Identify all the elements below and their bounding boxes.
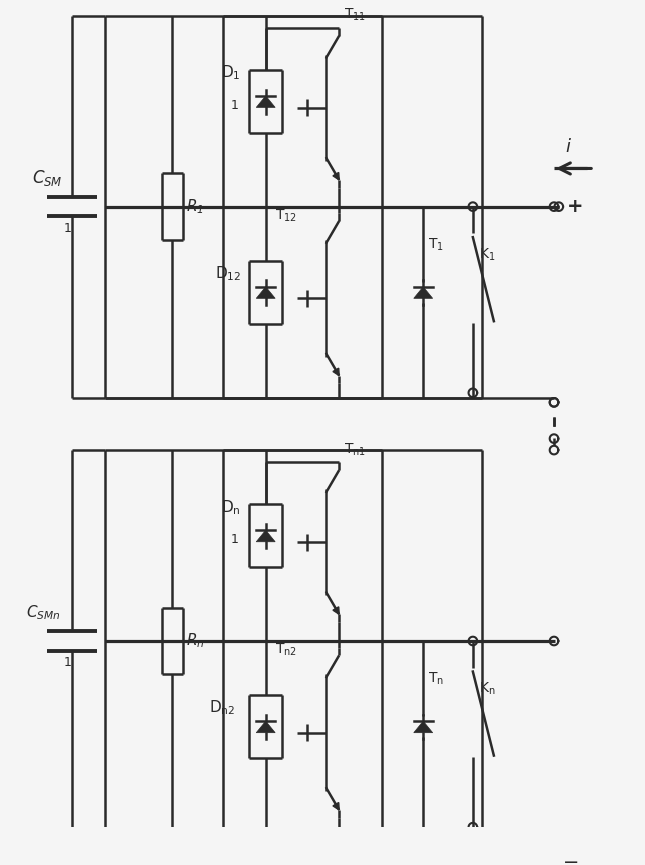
Text: $\mathregular{T}_\mathregular{n}$: $\mathregular{T}_\mathregular{n}$: [428, 671, 444, 688]
Polygon shape: [333, 368, 339, 375]
Text: $\mathregular{T}_1$: $\mathregular{T}_1$: [428, 237, 444, 253]
Polygon shape: [256, 96, 275, 107]
Polygon shape: [333, 803, 339, 810]
Text: $i$: $i$: [565, 138, 571, 157]
Text: $\mathregular{T}_\mathregular{n2}$: $\mathregular{T}_\mathregular{n2}$: [275, 642, 297, 658]
Text: 1: 1: [63, 222, 71, 235]
Polygon shape: [413, 287, 433, 298]
Polygon shape: [256, 530, 275, 541]
Text: $\mathregular{D}_1$: $\mathregular{D}_1$: [221, 64, 241, 82]
Text: $-$: $-$: [562, 851, 578, 865]
Text: $R_\mathregular{n}$: $R_\mathregular{n}$: [186, 631, 205, 650]
Polygon shape: [413, 721, 433, 733]
Text: $C_\mathregular{SM}$: $C_\mathregular{SM}$: [32, 168, 63, 188]
Text: $\mathregular{D}_{12}$: $\mathregular{D}_{12}$: [215, 264, 241, 283]
Text: +: +: [566, 197, 583, 216]
Polygon shape: [333, 172, 339, 180]
Text: $C_\mathregular{SMn}$: $C_\mathregular{SMn}$: [26, 603, 61, 622]
Text: $\mathregular{T}_{12}$: $\mathregular{T}_{12}$: [275, 208, 297, 224]
Text: 1: 1: [63, 657, 71, 670]
Text: $\mathregular{D}_\mathregular{n}$: $\mathregular{D}_\mathregular{n}$: [221, 498, 241, 516]
Text: 1: 1: [230, 534, 238, 547]
Text: $\mathregular{T}_{11}$: $\mathregular{T}_{11}$: [344, 7, 366, 23]
Text: $R_\mathregular{1}$: $R_\mathregular{1}$: [186, 197, 204, 216]
Text: $\mathregular{D}_\mathregular{n2}$: $\mathregular{D}_\mathregular{n2}$: [210, 698, 235, 717]
Polygon shape: [256, 287, 275, 298]
Polygon shape: [333, 607, 339, 614]
Polygon shape: [256, 721, 275, 733]
Text: $\mathregular{K}_\mathregular{n}$: $\mathregular{K}_\mathregular{n}$: [479, 681, 495, 697]
Text: 1: 1: [230, 99, 238, 112]
Text: $\mathregular{T}_\mathregular{n1}$: $\mathregular{T}_\mathregular{n1}$: [344, 441, 366, 458]
Text: $\mathregular{K}_1$: $\mathregular{K}_1$: [479, 247, 495, 263]
